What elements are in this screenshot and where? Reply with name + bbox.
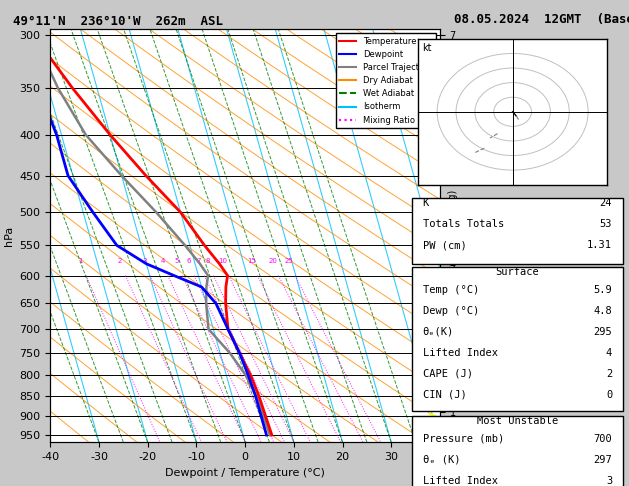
Text: Dewp (°C): Dewp (°C) xyxy=(423,306,479,315)
Text: 297: 297 xyxy=(593,455,612,465)
Text: 49°11'N  236°10'W  262m  ASL: 49°11'N 236°10'W 262m ASL xyxy=(13,15,223,28)
Text: 20: 20 xyxy=(268,258,277,264)
Text: 25: 25 xyxy=(285,258,294,264)
Text: Temp (°C): Temp (°C) xyxy=(423,285,479,295)
Text: Surface: Surface xyxy=(496,267,539,277)
Text: θₑ(K): θₑ(K) xyxy=(423,327,454,337)
Text: 08.05.2024  12GMT  (Base: 12): 08.05.2024 12GMT (Base: 12) xyxy=(455,13,629,26)
Text: θₑ (K): θₑ (K) xyxy=(423,455,460,465)
Text: K: K xyxy=(423,198,429,208)
Text: Mixing Ratio (g/kg): Mixing Ratio (g/kg) xyxy=(448,190,458,282)
Text: 15: 15 xyxy=(247,258,256,264)
Text: 8: 8 xyxy=(206,258,210,264)
Text: 53: 53 xyxy=(599,219,612,229)
Text: Lifted Index: Lifted Index xyxy=(423,476,498,486)
Text: 10: 10 xyxy=(218,258,228,264)
FancyBboxPatch shape xyxy=(412,417,623,486)
Text: Pressure (mb): Pressure (mb) xyxy=(423,434,504,444)
Text: 3: 3 xyxy=(606,476,612,486)
Text: 24: 24 xyxy=(599,198,612,208)
Text: Lifted Index: Lifted Index xyxy=(423,347,498,358)
Text: 4.8: 4.8 xyxy=(593,306,612,315)
Text: 5.9: 5.9 xyxy=(593,285,612,295)
FancyBboxPatch shape xyxy=(412,267,623,411)
Y-axis label: hPa: hPa xyxy=(4,226,14,246)
Text: 1: 1 xyxy=(79,258,83,264)
FancyBboxPatch shape xyxy=(412,198,623,264)
Text: 2: 2 xyxy=(118,258,123,264)
Text: 0: 0 xyxy=(606,390,612,399)
Text: kt: kt xyxy=(422,43,431,53)
Text: Most Unstable: Most Unstable xyxy=(477,417,558,426)
Text: 4: 4 xyxy=(160,258,165,264)
Text: PW (cm): PW (cm) xyxy=(423,240,466,250)
Text: CAPE (J): CAPE (J) xyxy=(423,368,472,379)
Text: 7: 7 xyxy=(196,258,201,264)
Text: 5: 5 xyxy=(174,258,179,264)
Text: 6: 6 xyxy=(186,258,191,264)
Text: 3: 3 xyxy=(142,258,147,264)
Text: 4: 4 xyxy=(606,347,612,358)
Y-axis label: km
ASL: km ASL xyxy=(479,225,498,246)
Text: 700: 700 xyxy=(593,434,612,444)
Text: 1.31: 1.31 xyxy=(587,240,612,250)
X-axis label: Dewpoint / Temperature (°C): Dewpoint / Temperature (°C) xyxy=(165,468,325,478)
Text: 295: 295 xyxy=(593,327,612,337)
Legend: Temperature, Dewpoint, Parcel Trajectory, Dry Adiabat, Wet Adiabat, Isotherm, Mi: Temperature, Dewpoint, Parcel Trajectory… xyxy=(336,34,436,128)
Text: 2: 2 xyxy=(606,368,612,379)
Text: CIN (J): CIN (J) xyxy=(423,390,466,399)
Text: Totals Totals: Totals Totals xyxy=(423,219,504,229)
